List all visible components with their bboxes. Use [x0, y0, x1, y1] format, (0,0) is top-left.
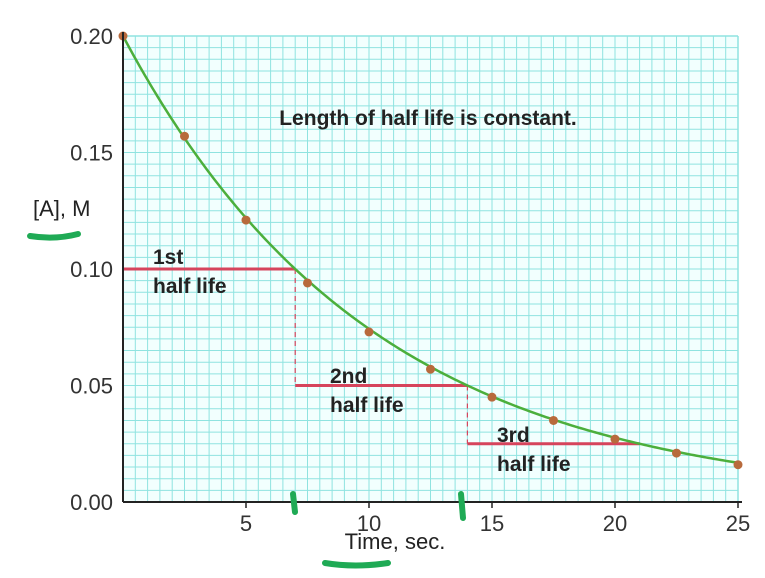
y-tick-label: 0.10 [70, 257, 113, 282]
half-life-label-ordinal: 2nd [330, 365, 367, 388]
x-axis-label: Time, sec. [345, 529, 446, 554]
half-life-label-text: half life [497, 453, 571, 476]
half-life-label-text: half life [153, 275, 227, 298]
tick-highlight-mark [293, 494, 295, 512]
y-tick-label: 0.05 [70, 374, 113, 399]
y-label-underline-mark [30, 234, 78, 238]
y-tick-label: 0.20 [70, 24, 113, 49]
data-point [303, 278, 312, 287]
data-point [734, 460, 743, 469]
data-point [242, 216, 251, 225]
x-tick-label: 20 [603, 511, 627, 536]
half-life-label-text: half life [330, 394, 404, 417]
data-point [549, 416, 558, 425]
data-point [672, 449, 681, 458]
data-point [488, 393, 497, 402]
x-tick-label: 5 [240, 511, 252, 536]
data-point [611, 435, 620, 444]
x-label-underline-mark [325, 563, 388, 566]
y-tick-label: 0.15 [70, 141, 113, 166]
x-tick-label: 25 [726, 511, 750, 536]
data-point [365, 327, 374, 336]
annotation-text: Length of half life is constant. [279, 107, 577, 130]
y-axis-label: [A], M [33, 196, 90, 221]
y-tick-label: 0.00 [70, 490, 113, 515]
x-tick-label: 15 [480, 511, 504, 536]
data-point [426, 365, 435, 374]
data-point [180, 132, 189, 141]
tick-highlight-mark [461, 494, 463, 518]
half-life-label-ordinal: 1st [153, 246, 183, 269]
half-life-label-ordinal: 3rd [497, 424, 530, 447]
